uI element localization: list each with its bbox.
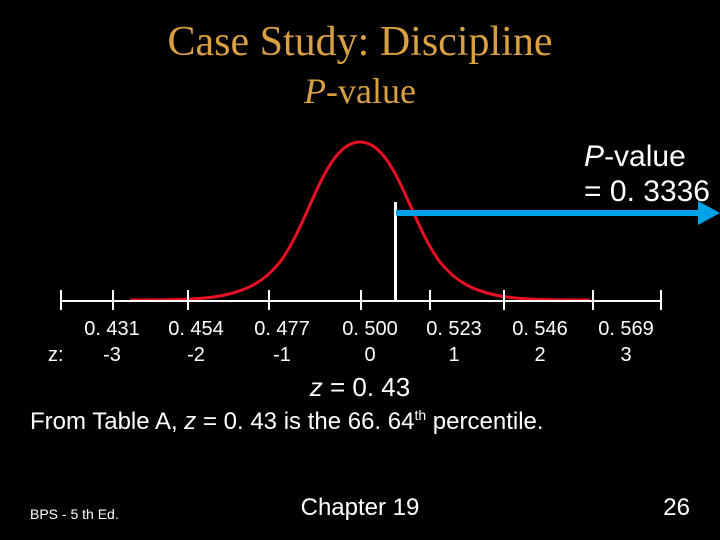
- axis-tick: [268, 290, 270, 310]
- curve-path: [130, 142, 590, 300]
- z-eq-rest: = 0. 43: [323, 372, 410, 402]
- chart-area: P-value = 0. 3336 0. 431 0. 454 0. 477 0. 5…: [0, 122, 720, 402]
- axis-tick: [187, 290, 189, 310]
- subtitle-rest: -value: [326, 71, 416, 111]
- pvalue-annotation: P-value = 0. 3336: [584, 140, 710, 209]
- critical-value-line: [394, 202, 397, 302]
- axis-tick: [503, 290, 505, 310]
- subtitle-italic: P: [304, 71, 326, 111]
- axis-value: 0. 523: [426, 318, 482, 341]
- slide-title: Case Study: Discipline: [0, 0, 720, 66]
- z-row-label: z:: [48, 344, 64, 367]
- slide-footer: BPS - 5 th Ed. Chapter 19 26: [0, 494, 720, 522]
- axis-value: 0. 477: [254, 318, 310, 341]
- sentence-mid: = 0. 43 is the 66. 64: [196, 408, 414, 435]
- footer-left: BPS - 5 th Ed.: [30, 506, 119, 522]
- footer-right: 26: [663, 494, 690, 522]
- axis-tick: [660, 290, 662, 310]
- z-eq-z: z: [310, 372, 323, 402]
- z-value: 1: [448, 344, 459, 367]
- z-value: -3: [103, 344, 121, 367]
- pvalue-rest: -value: [604, 140, 686, 173]
- axis-tick: [360, 290, 362, 310]
- pvalue-number: = 0. 3336: [584, 175, 710, 208]
- z-value: -1: [273, 344, 291, 367]
- slide-subtitle: P-value: [0, 70, 720, 112]
- axis-value: 0. 546: [512, 318, 568, 341]
- axis-value: 0. 500: [342, 318, 398, 341]
- axis-tick: [592, 290, 594, 310]
- pvalue-arrow: [396, 210, 698, 216]
- sentence-z: z: [184, 408, 196, 435]
- axis-value: 0. 431: [84, 318, 140, 341]
- z-value: -2: [187, 344, 205, 367]
- conclusion-sentence: From Table A, z = 0. 43 is the 66. 64th …: [30, 407, 720, 436]
- z-value: 2: [534, 344, 545, 367]
- z-equation: z = 0. 43: [0, 372, 720, 403]
- z-value: 3: [620, 344, 631, 367]
- pvalue-P: P: [584, 140, 604, 173]
- axis-tick: [60, 290, 62, 310]
- sentence-sup: th: [414, 407, 426, 423]
- z-value: 0: [364, 344, 375, 367]
- axis-tick: [429, 290, 431, 310]
- axis-value: 0. 569: [598, 318, 654, 341]
- axis-tick: [112, 290, 114, 310]
- sentence-end: percentile.: [426, 408, 543, 435]
- sentence-prefix: From Table A,: [30, 408, 184, 435]
- axis-value: 0. 454: [168, 318, 224, 341]
